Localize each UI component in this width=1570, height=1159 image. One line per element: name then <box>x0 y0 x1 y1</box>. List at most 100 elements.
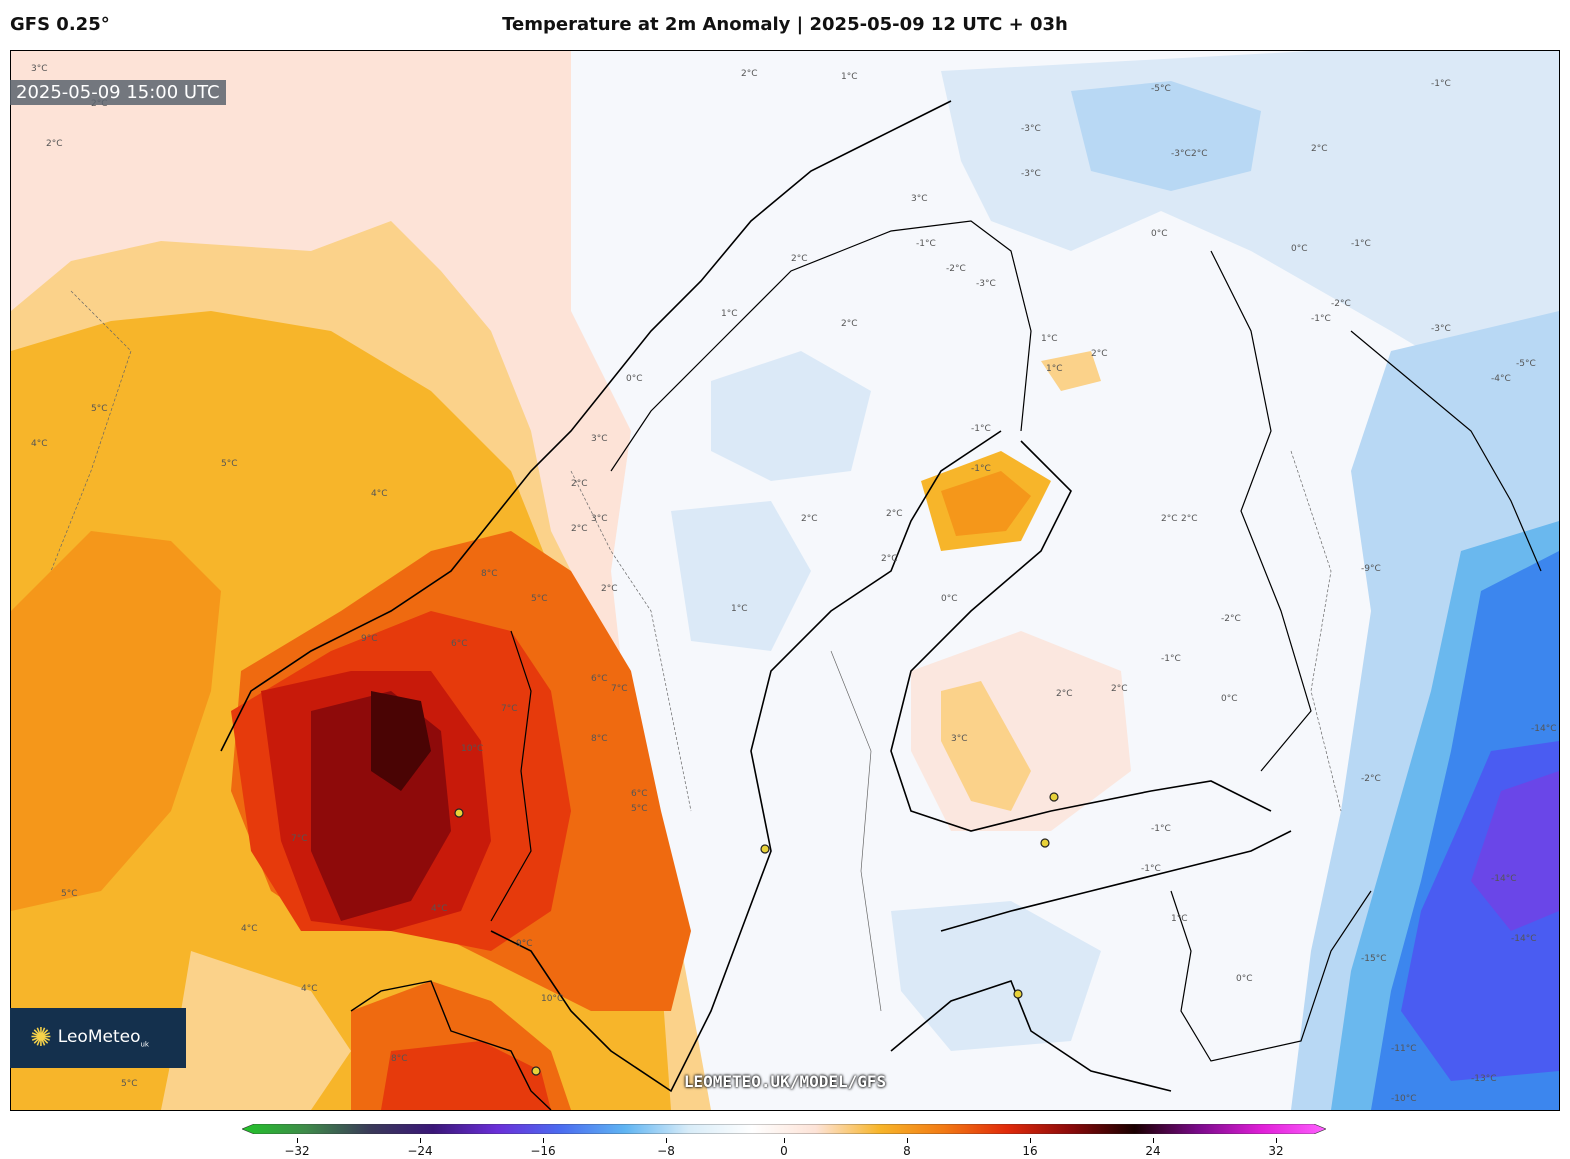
colorbar-tickmark <box>420 1138 421 1143</box>
contour-label: -1°C <box>1311 314 1331 324</box>
coastline-finland <box>890 440 1272 832</box>
contour-label: 5°C <box>531 594 548 604</box>
contour-label: 3°C <box>31 64 48 74</box>
contour-label: 9°C <box>361 634 378 644</box>
contour-label: 2°C <box>801 514 818 524</box>
city-marker[interactable] <box>1040 838 1050 848</box>
contour-line <box>50 290 132 572</box>
contour-label: -1°C <box>1431 79 1451 89</box>
contour-label: 2°C <box>881 554 898 564</box>
logo-suffix: uk <box>140 1040 149 1049</box>
contour-label: 5°C <box>91 404 108 414</box>
contour-label: 3°C <box>951 734 968 744</box>
border-russia-east <box>1350 330 1542 572</box>
contour-label: 2°C <box>571 479 588 489</box>
contour-label: 2°C <box>1111 684 1128 694</box>
contour-line <box>570 470 692 812</box>
map-panel[interactable]: 3°C2°C2°C1°C-5°C-3°C-3°C-3°C2°C-1°C2°C3°… <box>10 50 1560 1111</box>
anomaly-map: 3°C2°C2°C1°C-5°C-3°C-3°C-3°C2°C-1°C2°C3°… <box>11 51 1559 1110</box>
contour-label: 8°C <box>591 734 608 744</box>
coldest-core <box>1471 771 1559 931</box>
colorbar-tickmark <box>1153 1138 1154 1143</box>
contour-label: -1°C <box>916 239 936 249</box>
contour-label: -1°C <box>971 424 991 434</box>
contour-label: 4°C <box>301 984 318 994</box>
contour-line <box>1290 450 1342 812</box>
contour-label: 2°C <box>46 139 63 149</box>
contour-label: 0°C <box>1291 244 1308 254</box>
contour-label: -14°C <box>1531 724 1556 734</box>
contour-label: 4°C <box>431 904 448 914</box>
border-finland-russia <box>1210 250 1312 772</box>
contour-label: 2°C <box>1091 349 1108 359</box>
logo-text: LeoMeteouk <box>58 1027 149 1048</box>
contour-label: -2°C <box>1221 614 1241 624</box>
city-marker[interactable] <box>1013 989 1023 999</box>
contour-label: -14°C <box>1491 874 1516 884</box>
contour-label: 2°C <box>741 69 758 79</box>
cool-patch-3 <box>891 901 1101 1051</box>
contour-label: 10°C <box>461 744 483 754</box>
contour-label: -1°C <box>1351 239 1371 249</box>
contour-label: -3°C <box>1021 124 1041 134</box>
contour-label: 3°C <box>591 434 608 444</box>
contour-label: 10°C <box>541 994 563 1004</box>
contour-label: 6°C <box>591 674 608 684</box>
cool-patch-2 <box>671 501 811 651</box>
contour-label: -10°C <box>1391 1094 1416 1104</box>
contour-label: 2°C <box>1056 689 1073 699</box>
city-marker[interactable] <box>454 808 464 818</box>
cool-region-north-2 <box>1071 81 1261 191</box>
contour-label: 1°C <box>1046 364 1063 374</box>
contour-label: 2°C <box>886 509 903 519</box>
warm-ocean-south <box>161 951 351 1110</box>
colorbar-tick-label: −32 <box>284 1144 310 1158</box>
contour-line <box>830 650 882 1012</box>
contour-label: 2°C <box>571 524 588 534</box>
contour-label: 1°C <box>1171 914 1188 924</box>
contour-label: -1°C <box>1151 824 1171 834</box>
warm-ocean-west-3 <box>11 531 221 911</box>
border-baltic-states <box>1170 890 1372 1062</box>
contour-label: -5°C <box>1151 84 1171 94</box>
contour-label: -1°C <box>971 464 991 474</box>
city-marker[interactable] <box>1049 792 1059 802</box>
warm-patch-bothnia-core <box>941 471 1031 536</box>
contour-label: 1°C <box>721 309 738 319</box>
contour-label: 4°C <box>371 489 388 499</box>
contour-label: 2°C <box>1161 514 1178 524</box>
contour-label: 7°C <box>611 684 628 694</box>
contour-labels: 3°C2°C2°C1°C-5°C-3°C-3°C-3°C2°C-1°C2°C3°… <box>31 64 1556 1104</box>
contour-label: 6°C <box>631 789 648 799</box>
leometeo-logo[interactable]: ✺ LeoMeteouk <box>10 1008 186 1068</box>
colorbar-tick-label: 32 <box>1268 1144 1284 1158</box>
contour-label: -2°C <box>1361 774 1381 784</box>
contour-label: 9°C <box>516 939 533 949</box>
norway-core <box>371 691 431 791</box>
contour-label: 8°C <box>391 1054 408 1064</box>
contour-label: -4°C <box>1491 374 1511 384</box>
contour-label: -1°C <box>1161 654 1181 664</box>
colorbar-tick-label: −8 <box>657 1144 675 1158</box>
contour-label: 2°C <box>791 254 808 264</box>
contour-label: 8°C <box>481 569 498 579</box>
near-zero-region <box>571 51 1559 1110</box>
colorbar-bar <box>242 1124 1326 1134</box>
contour-label: 2°C <box>601 584 618 594</box>
colorbar-tickmark <box>297 1138 298 1143</box>
city-marker[interactable] <box>531 1066 541 1076</box>
colorbar-tick-label: −24 <box>407 1144 433 1158</box>
contour-label: -15°C <box>1361 954 1386 964</box>
colorbar-ticks: −32 −24 −16 −8 0 8 16 24 32 <box>242 1138 1326 1158</box>
contour-label: 2°C <box>841 319 858 329</box>
contour-label: 4°C <box>241 924 258 934</box>
contour-label: 5°C <box>61 889 78 899</box>
contour-label: -13°C <box>1471 1074 1496 1084</box>
model-label: GFS 0.25° <box>10 14 110 35</box>
contour-label: 7°C <box>501 704 518 714</box>
city-marker[interactable] <box>760 844 770 854</box>
border-norway-sweden <box>490 630 532 922</box>
contour-label: -3°C <box>1171 149 1191 159</box>
contour-label: 5°C <box>121 1079 138 1089</box>
city-markers <box>454 792 1059 1076</box>
